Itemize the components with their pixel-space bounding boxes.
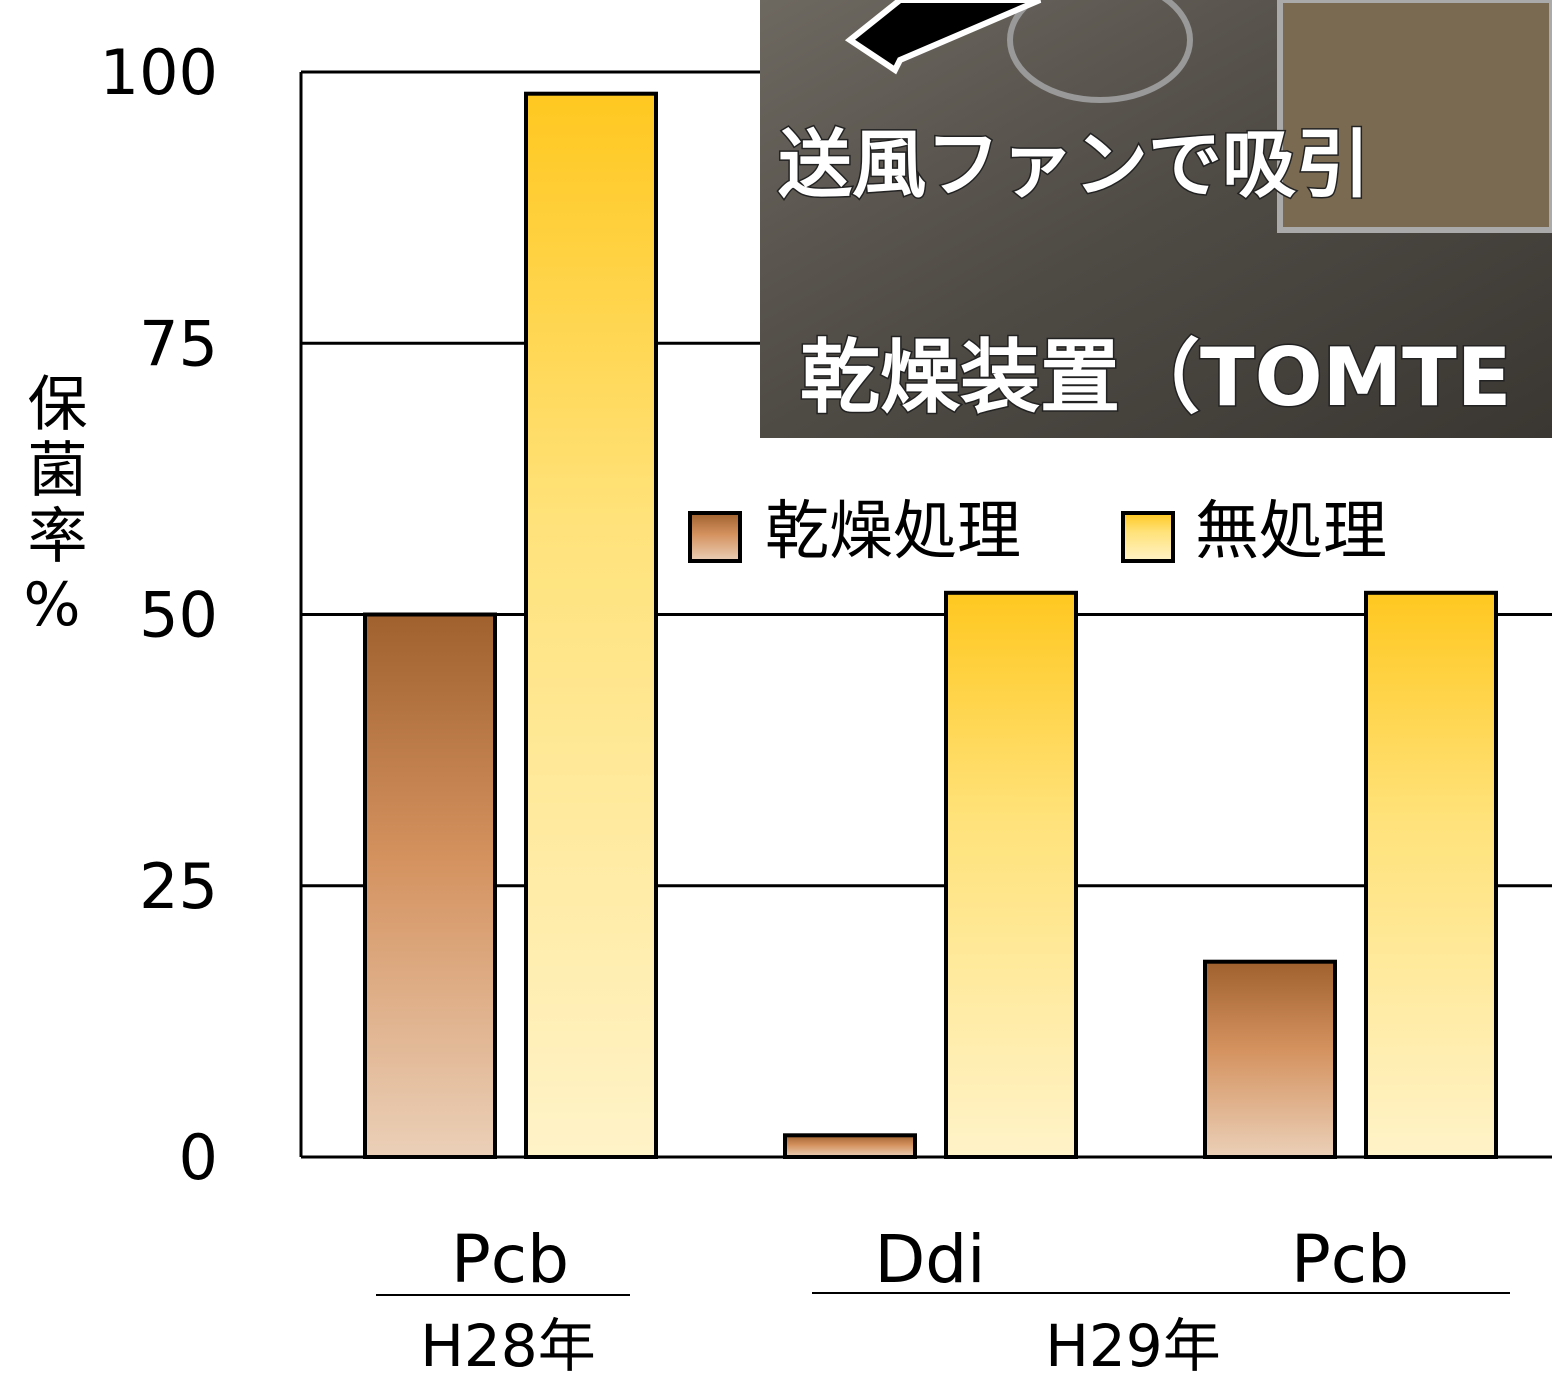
legend-swatch — [690, 513, 740, 561]
legend-label: 無処理 — [1195, 495, 1387, 569]
y-tick-label: 75 — [139, 307, 218, 380]
y-axis-label: 保菌率% — [22, 372, 82, 646]
x-tick-label: Ddi — [874, 1221, 985, 1298]
bar — [946, 593, 1076, 1157]
y-tick-label: 0 — [179, 1121, 218, 1194]
x-tick-label: Pcb — [1291, 1221, 1409, 1298]
legend-swatch — [1123, 513, 1173, 561]
bar — [365, 615, 495, 1158]
bar — [1366, 593, 1496, 1157]
page: 0 25 50 75 100 Pcb Ddi Pcb H28年 H29年 送風ファンで吸引乾燥装置（… — [0, 0, 1552, 1373]
y-tick-label: 100 — [100, 36, 218, 109]
group-label: H29年 — [1045, 1312, 1220, 1373]
y-tick-label: 50 — [139, 579, 218, 652]
annotation: 乾燥装置（TOMTE — [800, 331, 1511, 424]
bar — [785, 1135, 915, 1157]
group-label: H28年 — [420, 1312, 595, 1373]
y-tick-label: 25 — [139, 850, 218, 923]
x-tick-label: Pcb — [451, 1221, 569, 1298]
chart: 0 25 50 75 100 Pcb Ddi Pcb H28年 H29年 送風ファンで吸引乾燥装置（… — [0, 0, 1552, 1373]
legend-label: 乾燥処理 — [765, 495, 1021, 569]
bar — [1205, 962, 1335, 1157]
annotation: 送風ファンで吸引 — [778, 122, 1370, 208]
bar — [526, 94, 656, 1157]
